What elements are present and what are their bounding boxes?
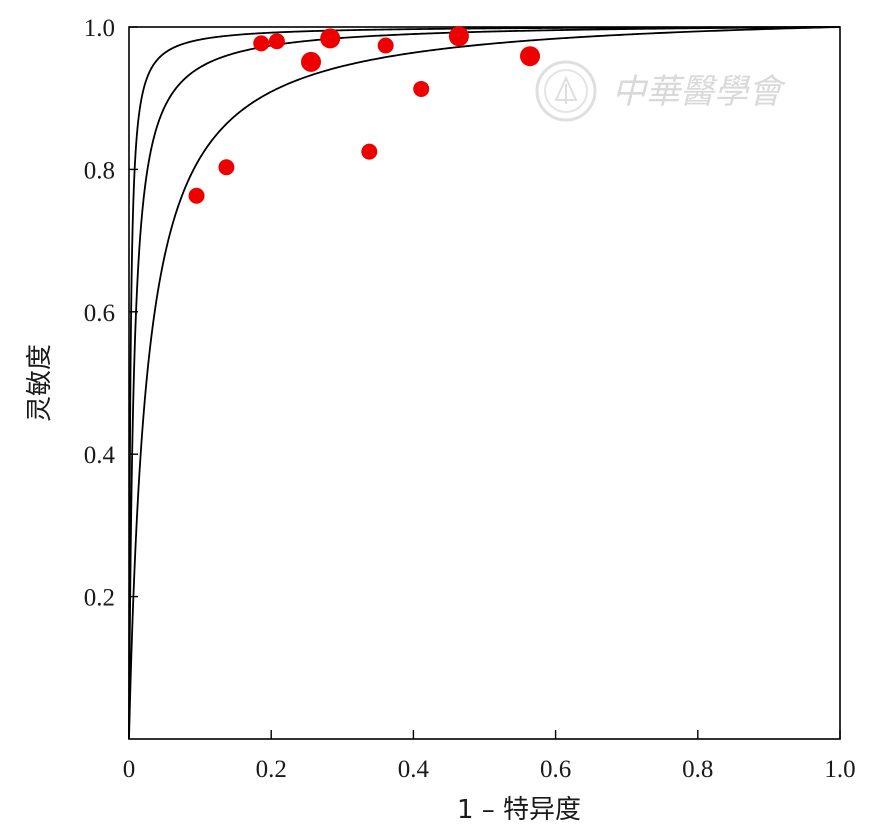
x-axis-title: 1 – 特异度 bbox=[457, 795, 581, 825]
data-point bbox=[320, 28, 341, 49]
axes: 0 0.2 0.4 0.6 0.8 1.0 0.2 0.4 0.6 0.8 1.0 bbox=[84, 15, 856, 783]
data-point bbox=[188, 187, 205, 204]
x-tick-label: 1.0 bbox=[824, 756, 855, 783]
y-tick-label: 1.0 bbox=[84, 15, 115, 42]
data-point bbox=[520, 46, 541, 67]
y-tick-label: 0.4 bbox=[84, 442, 116, 469]
watermark-text: 中華醫學會 bbox=[612, 72, 787, 112]
x-tick-label: 0 bbox=[123, 756, 136, 783]
watermark: 中華醫學會 bbox=[535, 60, 787, 122]
plot-frame bbox=[128, 26, 841, 740]
x-tick-label: 0.2 bbox=[256, 756, 287, 783]
data-point bbox=[377, 37, 394, 54]
data-point bbox=[361, 143, 378, 160]
x-tick-label: 0.8 bbox=[682, 756, 713, 783]
data-point bbox=[448, 26, 469, 47]
sroc-curve bbox=[128, 26, 841, 739]
plot-area bbox=[128, 26, 841, 740]
x-tick-label: 0.6 bbox=[540, 756, 571, 783]
y-tick-label: 0.2 bbox=[84, 585, 115, 612]
data-point bbox=[253, 35, 270, 52]
y-tick-label: 0.6 bbox=[84, 300, 115, 327]
y-axis-title: 灵敏度 bbox=[25, 344, 55, 422]
data-point bbox=[268, 33, 285, 50]
sroc-curves bbox=[128, 26, 841, 739]
seal-logo-icon bbox=[535, 60, 597, 122]
data-point bbox=[301, 51, 322, 72]
sroc-curve bbox=[128, 26, 841, 739]
study-points bbox=[188, 26, 541, 204]
data-point bbox=[413, 80, 430, 97]
y-tick-label: 0.8 bbox=[84, 157, 115, 184]
x-tick-label: 0.4 bbox=[398, 756, 430, 783]
data-point bbox=[218, 159, 235, 176]
sroc-curve bbox=[128, 26, 841, 739]
